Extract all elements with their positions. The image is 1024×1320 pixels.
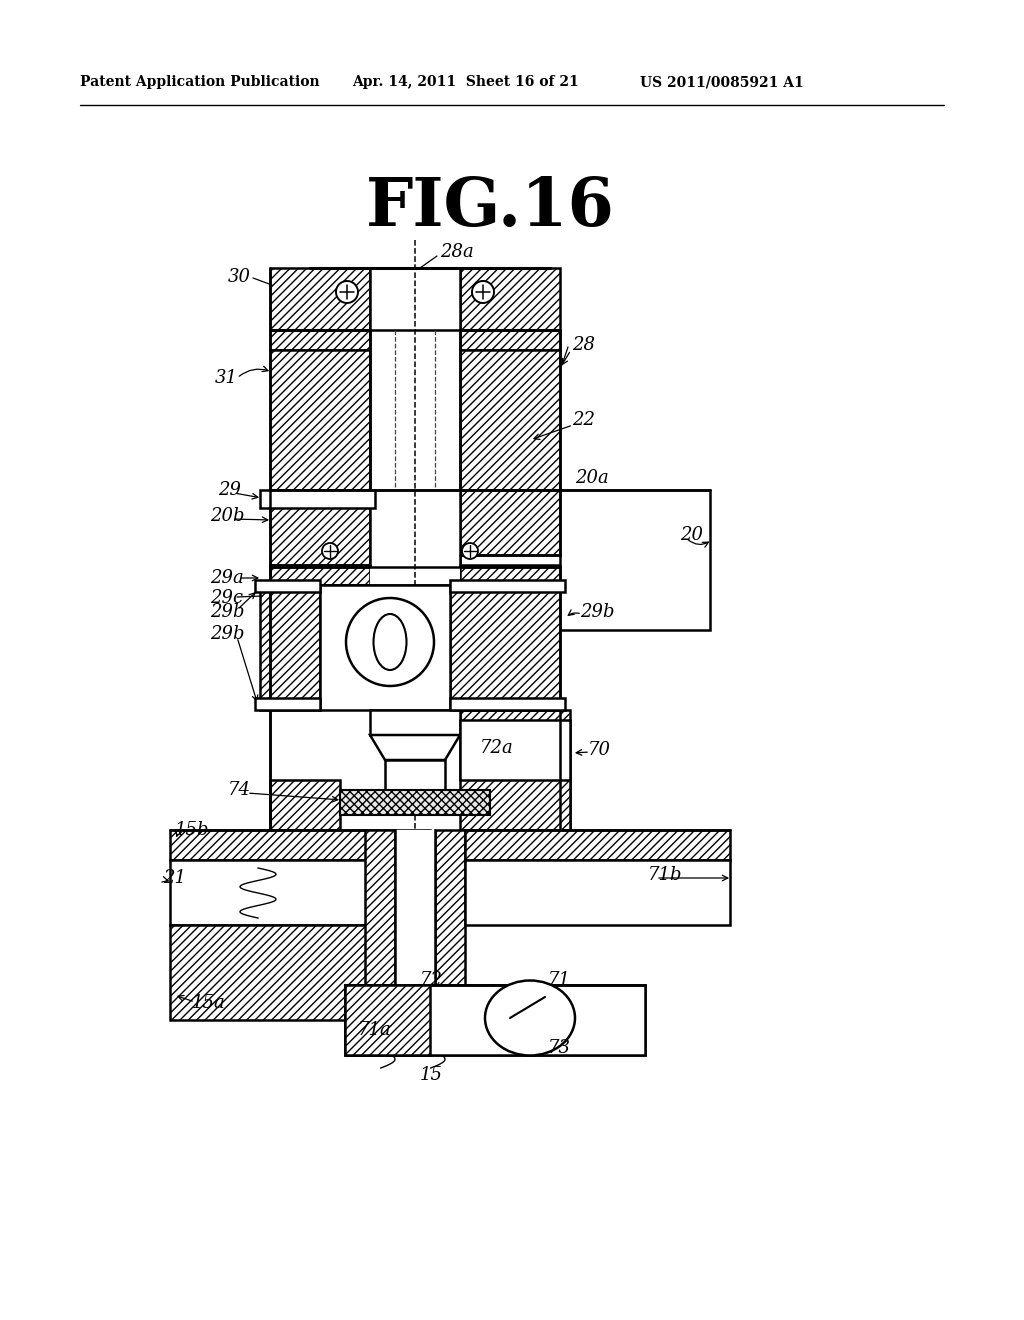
Bar	[255, 698, 319, 710]
Text: 15a: 15a	[193, 994, 225, 1012]
Bar	[270, 490, 370, 565]
Text: Patent Application Publication: Patent Application Publication	[80, 75, 319, 88]
Bar	[465, 861, 730, 925]
Bar	[460, 268, 560, 350]
Text: 29b: 29b	[210, 603, 245, 620]
Bar	[365, 830, 395, 985]
Text: 74: 74	[228, 781, 251, 799]
Bar	[270, 780, 340, 830]
Bar	[310, 268, 550, 330]
Text: 22: 22	[572, 411, 595, 429]
Bar	[260, 585, 319, 710]
Bar	[460, 568, 560, 585]
Text: US 2011/0085921 A1: US 2011/0085921 A1	[640, 75, 804, 88]
Bar	[270, 268, 370, 350]
Bar	[345, 985, 645, 1055]
Bar	[270, 350, 370, 490]
Text: 15: 15	[420, 1067, 443, 1084]
Text: 15b: 15b	[175, 821, 210, 840]
Bar	[450, 579, 565, 591]
Text: 71a: 71a	[358, 1020, 392, 1039]
Bar	[319, 585, 450, 710]
Text: 72: 72	[420, 972, 443, 989]
Bar	[450, 698, 565, 710]
Text: 20a: 20a	[575, 469, 608, 487]
Text: 71: 71	[548, 972, 571, 989]
Circle shape	[322, 543, 338, 558]
Circle shape	[472, 281, 494, 304]
Text: 70: 70	[588, 741, 611, 759]
Text: 73: 73	[548, 1039, 571, 1057]
Bar	[385, 760, 445, 789]
Text: 71b: 71b	[648, 866, 683, 884]
Bar	[370, 268, 460, 330]
Bar	[370, 568, 460, 585]
Bar	[460, 490, 560, 554]
Bar	[370, 710, 460, 735]
Bar	[460, 490, 560, 554]
Bar	[460, 490, 710, 630]
Bar	[435, 830, 465, 985]
Polygon shape	[370, 735, 460, 760]
Bar	[255, 579, 319, 591]
Bar	[345, 985, 430, 1055]
Bar	[340, 789, 490, 814]
Text: 72a: 72a	[480, 739, 514, 756]
Text: 28a: 28a	[440, 243, 474, 261]
Bar	[270, 568, 370, 585]
Bar	[170, 925, 430, 1020]
Bar	[170, 861, 430, 925]
Text: 29b: 29b	[210, 624, 245, 643]
Bar	[460, 710, 570, 830]
Text: 29c: 29c	[210, 589, 243, 607]
Bar	[395, 830, 435, 985]
Text: 28: 28	[572, 337, 595, 354]
Bar	[450, 585, 560, 710]
Text: 20: 20	[680, 525, 703, 544]
Text: 29b: 29b	[580, 603, 614, 620]
Text: FIG.16: FIG.16	[366, 176, 614, 240]
Ellipse shape	[485, 981, 575, 1056]
Bar	[460, 350, 560, 490]
Text: 29: 29	[218, 480, 241, 499]
Text: 31: 31	[215, 370, 238, 387]
Circle shape	[462, 543, 478, 558]
Bar	[260, 490, 375, 508]
Text: 21: 21	[163, 869, 186, 887]
Bar	[490, 780, 570, 830]
Circle shape	[346, 598, 434, 686]
Bar	[370, 330, 460, 500]
Text: 20b: 20b	[210, 507, 245, 525]
Text: 30: 30	[228, 268, 251, 286]
Bar	[170, 830, 430, 861]
Circle shape	[336, 281, 358, 304]
Bar	[460, 719, 570, 780]
Text: 29a: 29a	[210, 569, 244, 587]
Text: Apr. 14, 2011  Sheet 16 of 21: Apr. 14, 2011 Sheet 16 of 21	[352, 75, 579, 88]
Bar	[465, 830, 730, 861]
Bar	[345, 985, 645, 1055]
Bar	[370, 490, 460, 579]
